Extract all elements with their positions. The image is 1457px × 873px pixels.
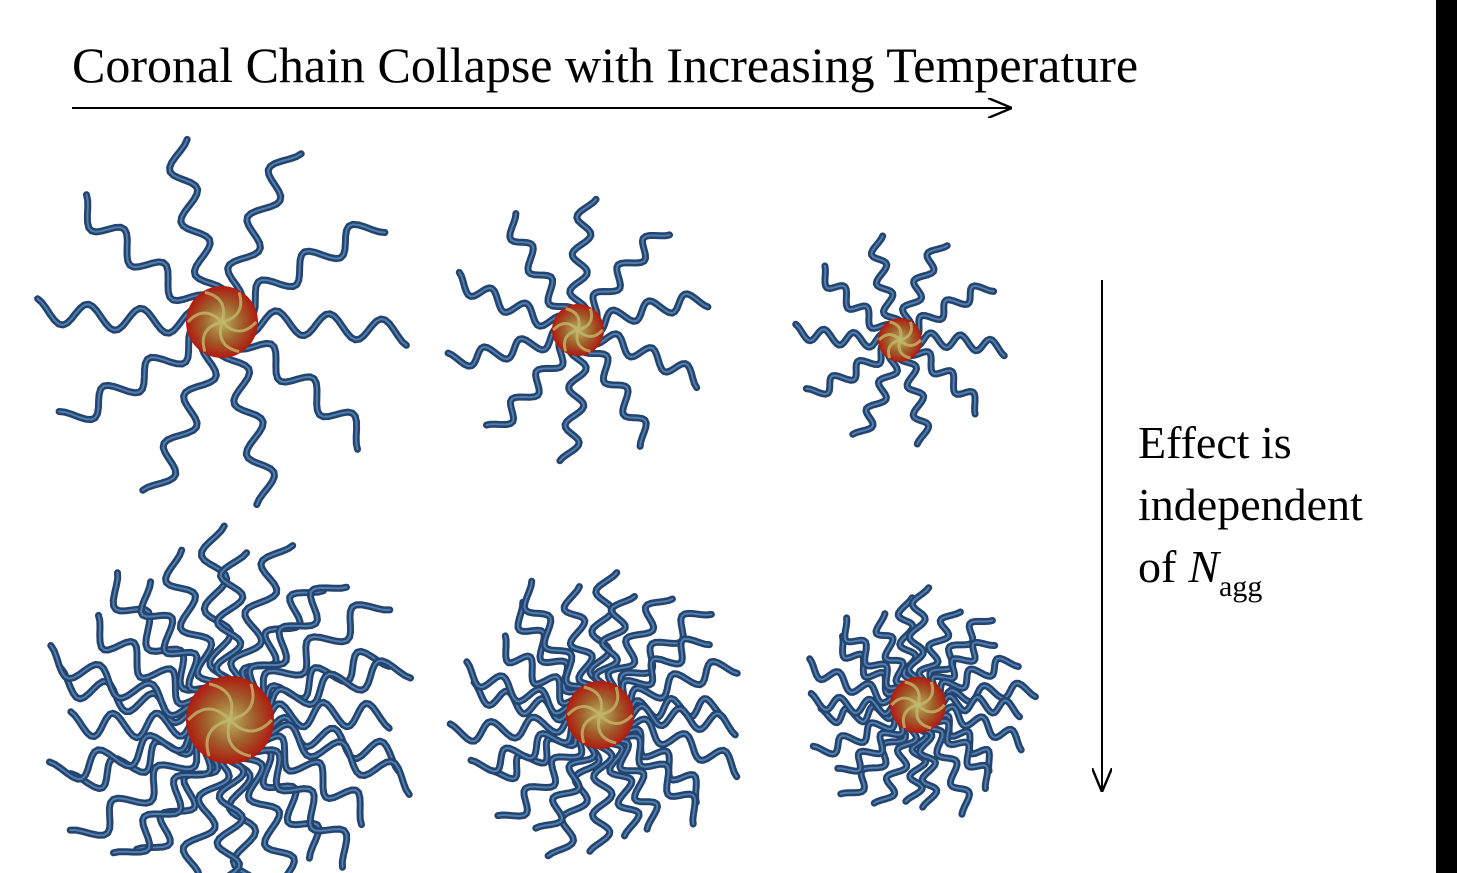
side-note-line: Effect is	[1138, 417, 1292, 468]
chain	[448, 328, 568, 366]
micelle	[38, 139, 407, 504]
side-note-word: of	[1138, 541, 1177, 592]
chain	[38, 299, 208, 333]
chain	[234, 331, 358, 450]
symbol: N	[1187, 541, 1221, 592]
chain	[236, 311, 406, 345]
subscript: agg	[1219, 570, 1262, 603]
micelle	[50, 526, 411, 873]
chain	[170, 139, 225, 308]
chain	[219, 336, 274, 505]
micelles	[38, 139, 1036, 873]
micelle	[450, 573, 737, 856]
side-note-line: independent	[1138, 479, 1363, 530]
micelle	[810, 588, 1036, 815]
figure: Coronal Chain Collapse with Increasing T…	[0, 0, 1457, 873]
micelle	[796, 236, 1005, 444]
page: Coronal Chain Collapse with Increasing T…	[0, 0, 1457, 873]
chain	[588, 294, 708, 332]
chain	[87, 195, 211, 314]
title: Coronal Chain Collapse with Increasing T…	[72, 37, 1138, 93]
edge-bar	[1436, 0, 1457, 873]
micelle	[448, 199, 708, 460]
